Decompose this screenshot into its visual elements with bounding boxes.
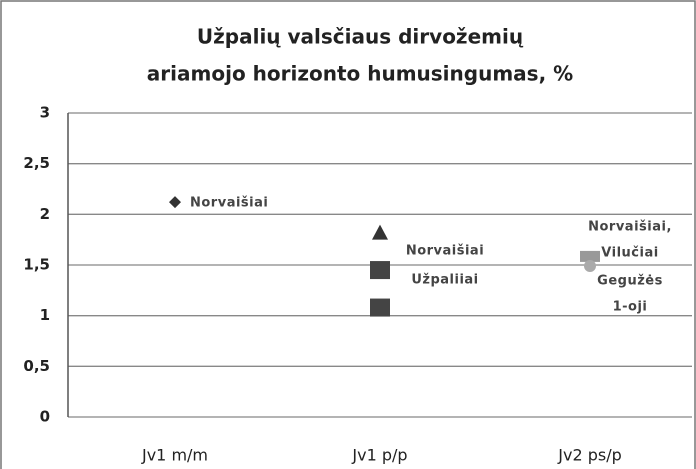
marker: [169, 196, 181, 209]
x-tick-label: Jv1 m/m: [141, 446, 208, 465]
chart-title: ariamojo horizonto humusingumas, %: [147, 62, 573, 86]
annotation: Užpaliiai: [411, 273, 478, 288]
marker: [370, 261, 390, 280]
y-tick-label: 2: [40, 205, 50, 223]
annotation: 1-oji: [613, 300, 648, 315]
x-tick-label: Jv1 p/p: [351, 446, 407, 465]
annotation: Vilučiai: [601, 246, 658, 261]
annotation: Norvaišiai: [190, 196, 268, 211]
marker: [584, 260, 596, 273]
y-tick-label: 2,5: [23, 154, 50, 172]
y-tick-label: 1,5: [23, 256, 50, 274]
marker: [370, 298, 390, 317]
x-tick-label: Jv2 ps/p: [557, 446, 622, 465]
y-tick-label: 0,5: [23, 357, 50, 375]
marker: [372, 224, 388, 240]
y-tick-label: 3: [40, 104, 50, 122]
annotation: Norvaišiai: [406, 244, 484, 259]
annotation: Norvaišiai,: [588, 220, 672, 235]
marker: [580, 250, 600, 262]
annotation: Gegužės: [597, 274, 663, 289]
chart-title: Užpalių valsčiaus dirvožemių: [197, 25, 524, 49]
y-tick-label: 1: [40, 306, 50, 324]
y-tick-label: 0: [40, 408, 50, 426]
